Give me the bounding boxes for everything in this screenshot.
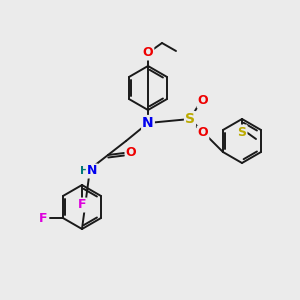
Text: N: N	[87, 164, 97, 178]
Text: O: O	[143, 46, 153, 59]
Text: N: N	[142, 116, 154, 130]
Text: F: F	[78, 199, 86, 212]
Text: O: O	[198, 127, 208, 140]
Text: S: S	[185, 112, 195, 126]
Text: S: S	[238, 125, 247, 139]
Text: H: H	[80, 166, 90, 176]
Text: O: O	[126, 146, 136, 160]
Text: O: O	[198, 94, 208, 107]
Text: F: F	[39, 212, 47, 224]
